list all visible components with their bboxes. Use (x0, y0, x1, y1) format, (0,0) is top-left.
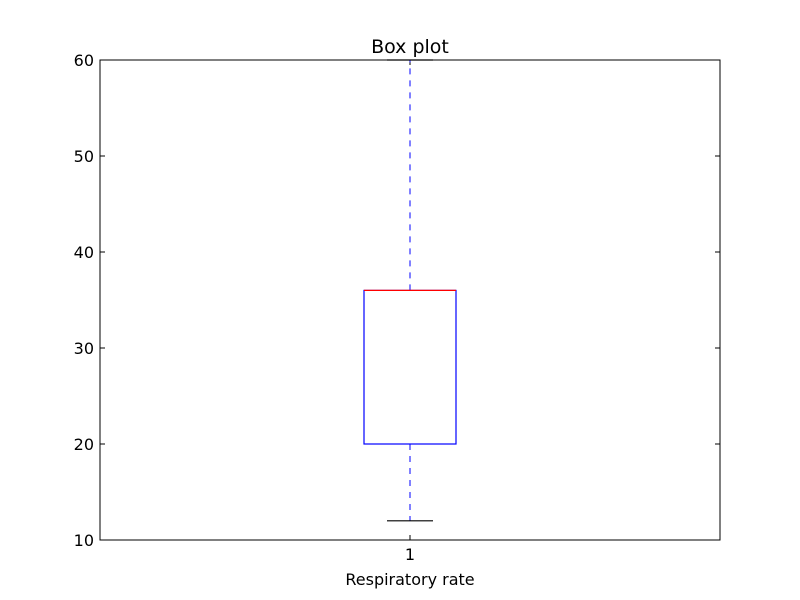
box-plot-series (363, 59, 457, 522)
y-tick-label: 20 (74, 435, 94, 454)
y-tick-label: 30 (74, 339, 94, 358)
plot-area-frame (99, 59, 721, 541)
x-tick-label: 1 (405, 545, 415, 564)
x-axis-label: Respiratory rate (345, 570, 474, 589)
y-tick-label: 60 (74, 51, 94, 70)
y-axis-ticks: 10 20 30 40 50 60 (74, 51, 720, 550)
y-tick-label: 10 (74, 531, 94, 550)
y-tick-label: 40 (74, 243, 94, 262)
y-tick-label: 50 (74, 147, 94, 166)
chart-title: Box plot (371, 36, 449, 58)
